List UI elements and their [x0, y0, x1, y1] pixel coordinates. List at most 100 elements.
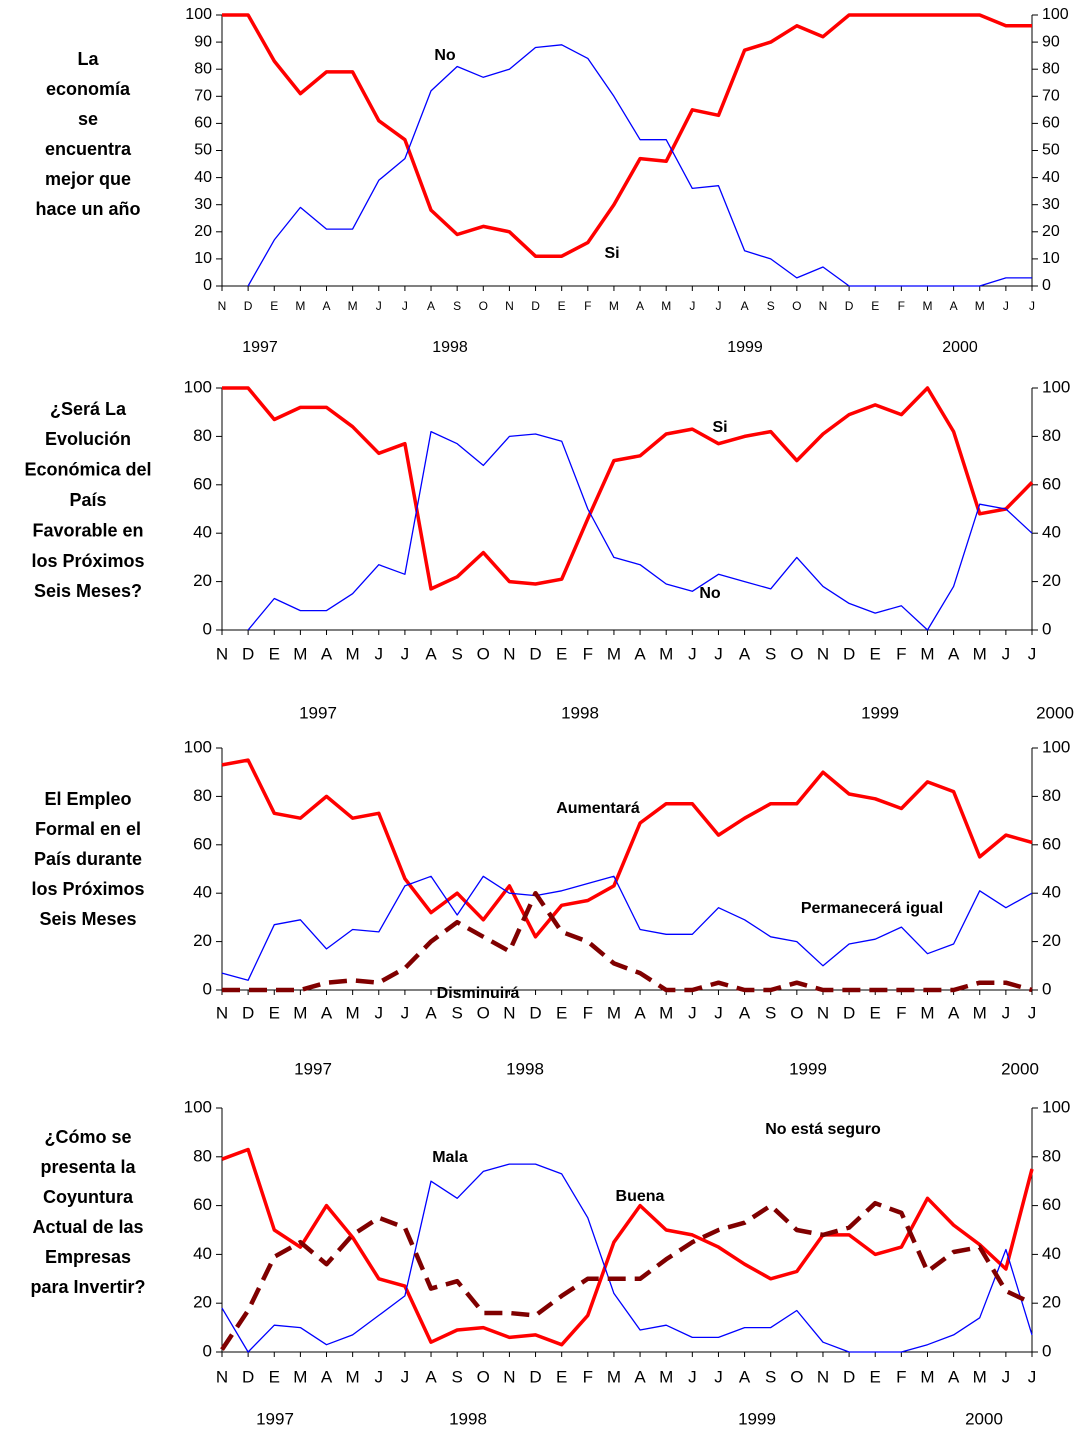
x-tick-label: O	[790, 1003, 803, 1022]
x-tick-label: E	[269, 1003, 280, 1022]
x-tick-label: E	[870, 1003, 881, 1022]
y2-tick-label: 0	[1042, 619, 1051, 638]
chart-title: ¿Será La	[50, 399, 127, 419]
year-label: 1998	[506, 1059, 544, 1078]
series-label: Permanecerá igual	[801, 900, 943, 917]
x-tick-label: M	[609, 299, 619, 313]
x-tick-label: A	[634, 1367, 646, 1386]
y2-tick-label: 40	[1042, 523, 1061, 542]
series-line	[221, 1147, 1034, 1347]
year-label: 1997	[242, 339, 278, 356]
y2-tick-label: 80	[1042, 786, 1061, 805]
y-tick-label: 80	[194, 60, 212, 77]
series-line	[247, 430, 1033, 631]
chart-title: encuentra	[45, 139, 132, 159]
x-tick-label: F	[896, 1367, 906, 1386]
x-tick-label: S	[765, 1367, 776, 1386]
x-tick-label: O	[477, 644, 490, 663]
x-tick-label: S	[451, 644, 462, 663]
x-tick-label: J	[688, 644, 697, 663]
x-tick-label: D	[242, 1003, 254, 1022]
year-label: 2000	[1001, 1059, 1039, 1078]
x-tick-label: A	[739, 1367, 751, 1386]
y2-tick-label: 60	[1042, 115, 1060, 132]
x-tick-label: J	[375, 1003, 384, 1022]
x-tick-label: J	[688, 1367, 697, 1386]
x-tick-label: J	[401, 1003, 410, 1022]
x-tick-label: D	[529, 644, 541, 663]
chart-title: El Empleo	[44, 789, 131, 809]
chart-title: Evolución	[45, 429, 131, 449]
series-line	[221, 1163, 1033, 1353]
x-tick-label: A	[323, 299, 331, 313]
x-tick-label: J	[715, 299, 721, 313]
series-line	[221, 758, 1033, 939]
x-tick-label: D	[843, 1003, 855, 1022]
x-tick-label: F	[583, 1367, 593, 1386]
series-line	[222, 890, 1033, 993]
year-label: 1997	[299, 703, 337, 722]
x-tick-label: M	[607, 1003, 621, 1022]
x-tick-label: N	[216, 1367, 228, 1386]
y-tick-label: 40	[193, 523, 212, 542]
chart-title: hace un año	[35, 199, 140, 219]
x-tick-label: A	[950, 299, 958, 313]
x-tick-label: J	[402, 299, 408, 313]
y-tick-label: 20	[193, 571, 212, 590]
x-tick-label: D	[843, 644, 855, 663]
x-tick-label: A	[321, 1003, 333, 1022]
y2-tick-label: 40	[1042, 1244, 1061, 1263]
x-tick-label: N	[216, 1003, 228, 1022]
x-tick-label: A	[321, 1367, 333, 1386]
x-tick-label: J	[1002, 644, 1011, 663]
x-tick-label: J	[401, 644, 410, 663]
x-tick-label: M	[346, 1367, 360, 1386]
x-tick-label: M	[661, 299, 671, 313]
x-tick-label: A	[739, 644, 751, 663]
x-tick-label: F	[896, 644, 906, 663]
x-tick-label: J	[1002, 1367, 1011, 1386]
x-tick-label: M	[920, 644, 934, 663]
x-tick-label: M	[346, 1003, 360, 1022]
x-tick-label: A	[741, 299, 749, 313]
chart-title: los Próximos	[31, 879, 144, 899]
x-tick-label: O	[792, 299, 801, 313]
x-tick-label: J	[689, 299, 695, 313]
x-tick-label: M	[973, 1003, 987, 1022]
x-tick-label: E	[270, 299, 278, 313]
x-tick-label: J	[401, 1367, 410, 1386]
y2-tick-label: 60	[1042, 1195, 1061, 1214]
series-label: Mala	[432, 1149, 468, 1166]
x-tick-label: A	[634, 644, 646, 663]
y2-tick-label: 10	[1042, 250, 1060, 267]
x-tick-label: E	[556, 1367, 567, 1386]
x-tick-label: A	[425, 1003, 437, 1022]
x-tick-label: N	[503, 1003, 515, 1022]
y-tick-label: 70	[194, 88, 212, 105]
x-tick-label: S	[765, 1003, 776, 1022]
series-line	[220, 1200, 1033, 1351]
y-tick-label: 40	[193, 1244, 212, 1263]
x-tick-label: A	[425, 644, 437, 663]
y2-tick-label: 80	[1042, 426, 1061, 445]
year-label: 1998	[432, 339, 468, 356]
x-tick-label: D	[529, 1367, 541, 1386]
series-line	[222, 386, 1034, 591]
chart-title: Actual de las	[32, 1217, 143, 1237]
chart-title: ¿Cómo se	[44, 1127, 131, 1147]
chart-title: presenta la	[40, 1157, 136, 1177]
x-tick-label: J	[1002, 1003, 1011, 1022]
y-tick-label: 0	[203, 979, 212, 998]
y2-tick-label: 70	[1042, 88, 1060, 105]
x-tick-label: N	[505, 299, 514, 313]
x-tick-label: O	[790, 644, 803, 663]
x-tick-label: M	[920, 1003, 934, 1022]
y2-tick-label: 80	[1042, 1146, 1061, 1165]
y2-tick-label: 40	[1042, 169, 1060, 186]
y-tick-label: 100	[185, 6, 212, 23]
x-tick-label: D	[244, 299, 253, 313]
year-label: 2000	[965, 1409, 1003, 1428]
x-tick-label: S	[451, 1367, 462, 1386]
x-tick-label: M	[975, 299, 985, 313]
